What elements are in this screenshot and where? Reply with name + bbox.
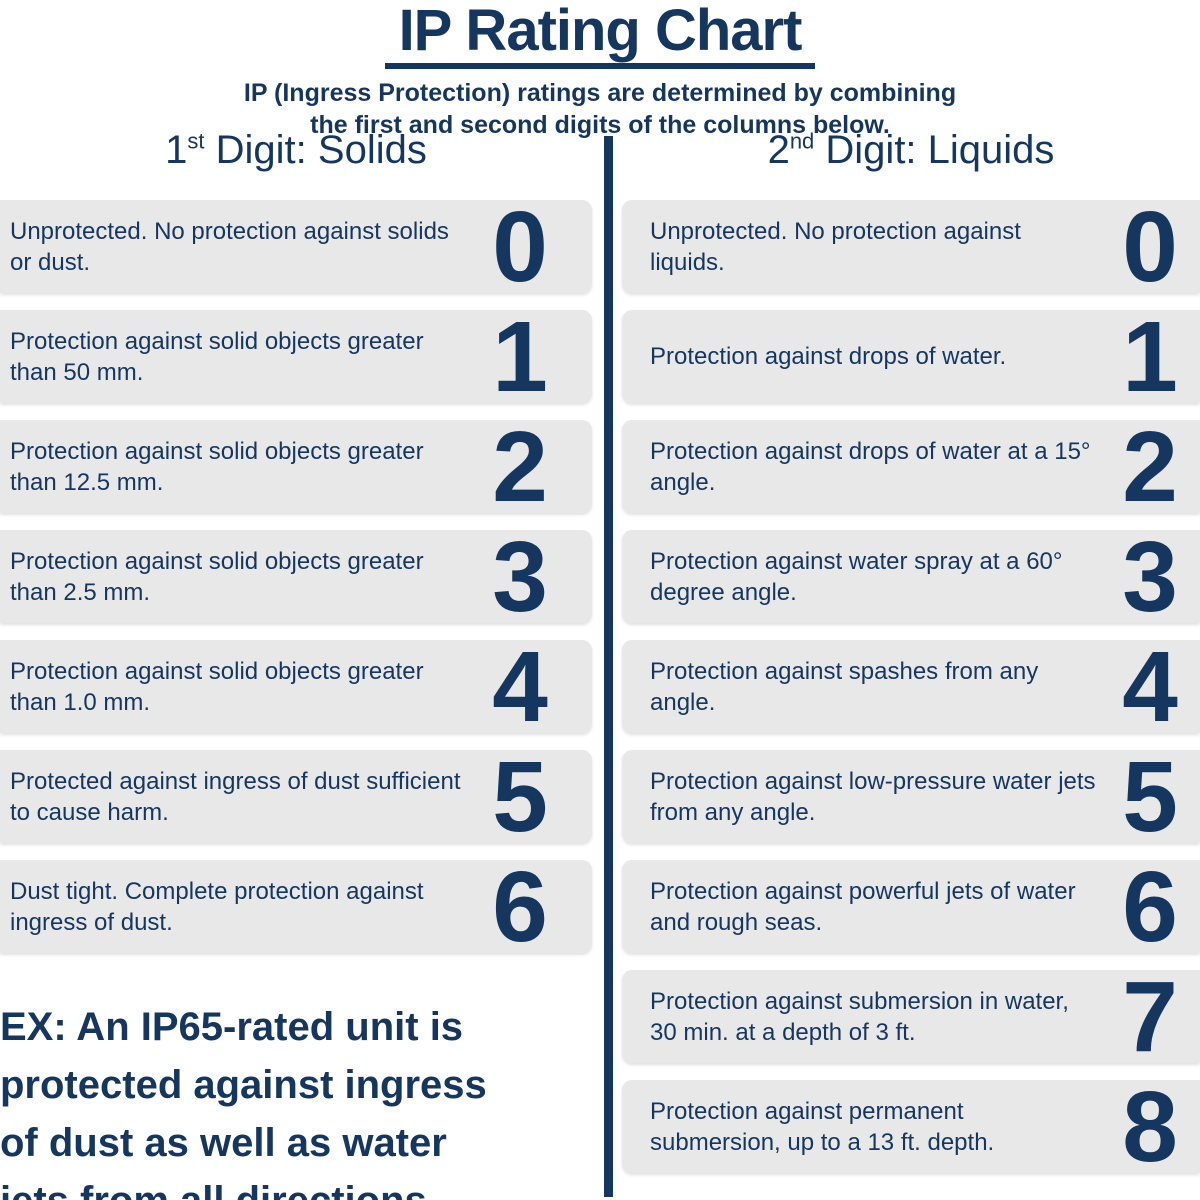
heading-digit-number: 2 (767, 128, 790, 172)
liquids-rating-row-7: Protection against submersion in water, … (622, 960, 1200, 1073)
rating-digit: 2 (492, 410, 548, 523)
rating-description: Protection against solid objects greater… (10, 657, 424, 716)
solids-rating-row-2: Protection against solid objects greater… (0, 410, 592, 523)
rating-description: Protection against drops of water. (650, 343, 1007, 370)
solids-rows: Unprotected. No protection against solid… (0, 190, 592, 970)
solids-rating-row-0: Unprotected. No protection against solid… (0, 190, 592, 303)
rating-description: Protection against solid objects greater… (10, 547, 424, 606)
rating-description: Unprotected. No protection against liqui… (650, 217, 1021, 276)
rating-description: Protection against drops of water at a 1… (650, 437, 1091, 496)
rating-digit: 6 (1122, 850, 1178, 963)
rating-digit: 1 (492, 300, 548, 413)
liquids-rating-row-2: Protection against drops of water at a 1… (622, 410, 1200, 523)
liquids-rating-row-4: Protection against spashes from any angl… (622, 630, 1200, 743)
rating-description: Protection against spashes from any angl… (650, 657, 1039, 716)
solids-column-heading: 1st Digit: Solids (0, 128, 592, 173)
rating-digit: 1 (1122, 300, 1178, 413)
liquids-rating-row-1: Protection against drops of water. 1 (622, 300, 1200, 413)
solids-rating-row-4: Protection against solid objects greater… (0, 630, 592, 743)
page-header: IP Rating Chart IP (Ingress Protection) … (0, 0, 1200, 141)
rating-digit: 3 (492, 520, 548, 633)
rating-digit: 4 (1122, 630, 1178, 743)
rating-digit: 5 (1122, 740, 1178, 853)
heading-ordinal-suffix: nd (789, 128, 815, 154)
heading-digit-number: 1 (165, 128, 188, 172)
rating-description: Dust tight. Complete protection against … (10, 877, 424, 936)
rating-description: Protection against low-pressure water je… (650, 767, 1096, 826)
heading-label: Digit: Solids (204, 128, 427, 172)
example-line-3: of dust as well as water (0, 1121, 447, 1165)
rating-digit: 7 (1122, 960, 1178, 1073)
example-line-4: jets from all directions. (0, 1172, 600, 1200)
subtitle-line-1: IP (Ingress Protection) ratings are dete… (243, 79, 957, 107)
rating-description: Protection against permanent submersion,… (650, 1097, 995, 1156)
liquids-rating-row-3: Protection against water spray at a 60° … (622, 520, 1200, 633)
rating-digit: 5 (492, 740, 548, 853)
rating-description: Protection against submersion in water, … (650, 987, 1069, 1046)
example-text: EX: An IP65-rated unit is protected again… (0, 998, 600, 1200)
rating-digit: 4 (492, 630, 548, 743)
page-title: IP Rating Chart (384, 0, 816, 69)
example-line-1: EX: An IP65-rated unit is (0, 1005, 464, 1049)
solids-rating-row-3: Protection against solid objects greater… (0, 520, 592, 633)
rating-description: Protection against solid objects greater… (10, 437, 424, 496)
rating-digit: 2 (1122, 410, 1178, 523)
rating-digit: 0 (1122, 190, 1178, 303)
column-divider (604, 136, 613, 1197)
solids-rating-row-5: Protected against ingress of dust suffic… (0, 740, 592, 853)
solids-rating-row-1: Protection against solid objects greater… (0, 300, 592, 413)
liquids-rows: Unprotected. No protection against liqui… (622, 190, 1200, 1190)
example-line-2: protected against ingress (0, 1063, 487, 1107)
rating-digit: 3 (1122, 520, 1178, 633)
subtitle-line-2: the first and second digits of the colum… (310, 111, 890, 139)
heading-ordinal-suffix: st (187, 128, 205, 154)
rating-digit: 6 (492, 850, 548, 963)
liquids-rating-row-5: Protection against low-pressure water je… (622, 740, 1200, 853)
liquids-rating-row-8: Protection against permanent submersion,… (622, 1070, 1200, 1183)
rating-description: Unprotected. No protection against solid… (10, 217, 449, 276)
rating-description: Protection against powerful jets of wate… (650, 877, 1076, 936)
rating-digit: 8 (1122, 1070, 1178, 1183)
rating-digit: 0 (492, 190, 548, 303)
solids-rating-row-6: Dust tight. Complete protection against … (0, 850, 592, 963)
rating-description: Protection against solid objects greater… (10, 327, 424, 386)
rating-description: Protection against water spray at a 60° … (650, 547, 1063, 606)
page-subtitle: IP (Ingress Protection) ratings are dete… (0, 77, 1200, 141)
liquids-column-heading: 2nd Digit: Liquids (622, 128, 1200, 173)
rating-description: Protected against ingress of dust suffic… (10, 767, 461, 826)
liquids-rating-row-0: Unprotected. No protection against liqui… (622, 190, 1200, 303)
liquids-rating-row-6: Protection against powerful jets of wate… (622, 850, 1200, 963)
heading-label: Digit: Liquids (814, 128, 1055, 172)
